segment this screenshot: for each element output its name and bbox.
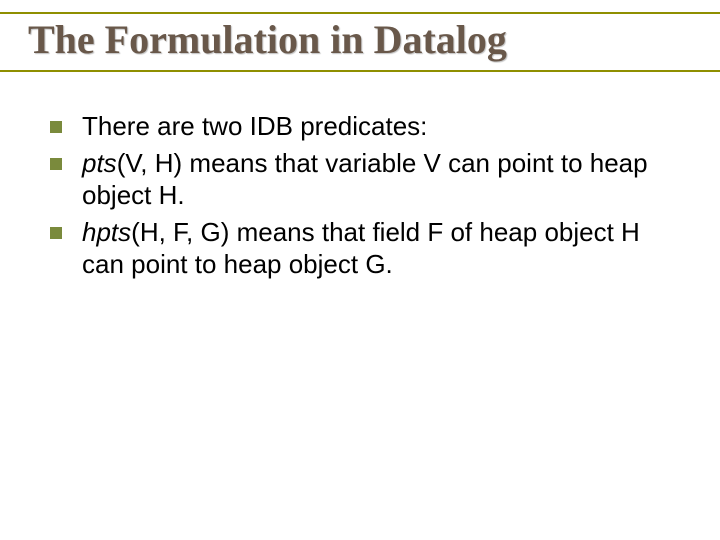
list-item: hpts(H, F, G) means that field F of heap… — [50, 216, 682, 281]
list-item-text: pts(V, H) means that variable V can poin… — [82, 147, 682, 212]
list-item-text: hpts(H, F, G) means that field F of heap… — [82, 216, 682, 281]
list-item: pts(V, H) means that variable V can poin… — [50, 147, 682, 212]
text-segment: (H, F, G) means that field F of heap obj… — [82, 217, 640, 280]
text-segment: hpts — [82, 217, 131, 247]
slide-container: The Formulation in Datalog There are two… — [0, 0, 720, 540]
text-segment: pts — [82, 148, 117, 178]
slide-title: The Formulation in Datalog — [28, 18, 692, 62]
square-bullet-icon — [50, 121, 62, 133]
title-rule-wrap: The Formulation in Datalog — [28, 18, 692, 70]
slide-body: There are two IDB predicates: pts(V, H) m… — [28, 110, 692, 281]
square-bullet-icon — [50, 158, 62, 170]
list-item: There are two IDB predicates: — [50, 110, 682, 143]
text-segment: (V, H) means that variable V can point t… — [82, 148, 648, 211]
list-item-text: There are two IDB predicates: — [82, 110, 682, 143]
text-segment: There are two IDB predicates: — [82, 111, 427, 141]
square-bullet-icon — [50, 227, 62, 239]
